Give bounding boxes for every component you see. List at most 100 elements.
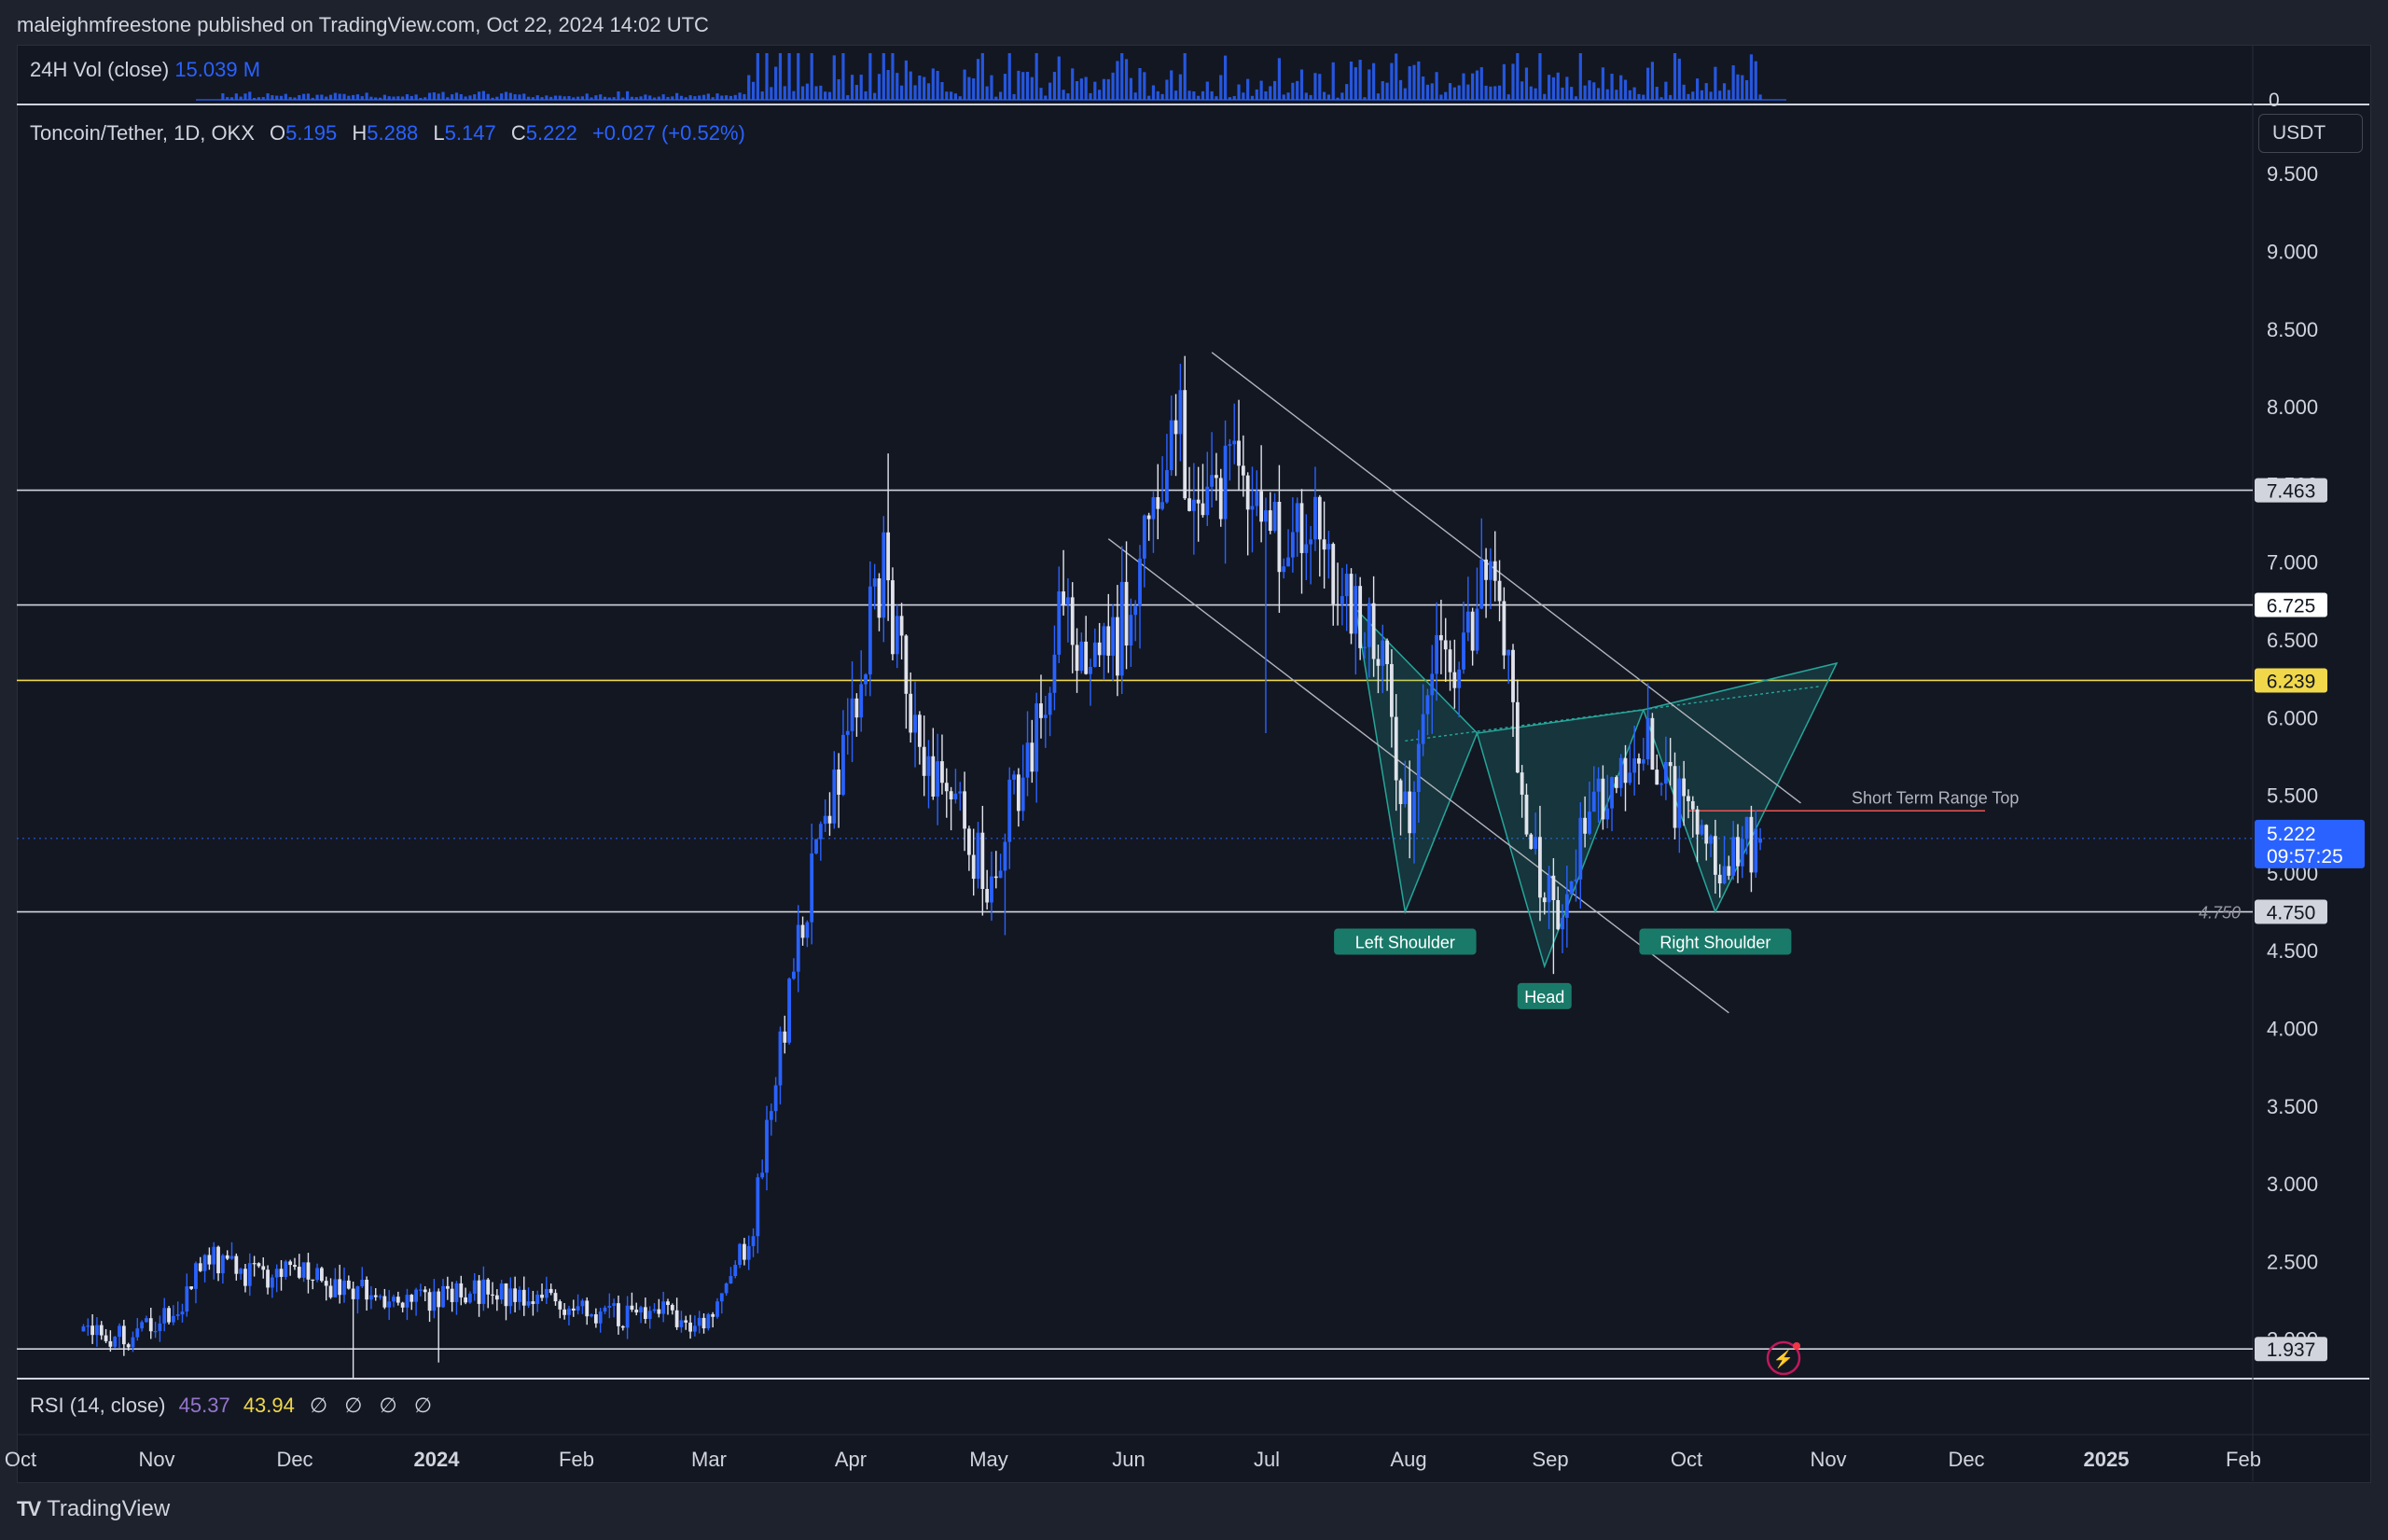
volume-bar xyxy=(562,96,566,100)
candle-body xyxy=(899,616,904,636)
candle-body xyxy=(1465,611,1470,633)
volume-bar xyxy=(1187,90,1191,100)
volume-bar xyxy=(1565,76,1569,100)
candle-body xyxy=(306,1262,311,1280)
candle-body xyxy=(1309,539,1313,545)
chart-panel[interactable] xyxy=(17,45,2371,1483)
volume-bar xyxy=(868,53,872,100)
volume-bar xyxy=(661,94,665,100)
candle-body xyxy=(1187,498,1191,511)
volume-bar xyxy=(1259,80,1263,100)
candle-body xyxy=(1632,757,1637,773)
candle-body xyxy=(499,1283,504,1300)
volume-bar xyxy=(1062,90,1065,100)
volume-bar xyxy=(423,97,427,100)
candle-body xyxy=(1340,596,1344,605)
candle-body xyxy=(593,1314,598,1324)
volume-bar xyxy=(594,95,598,100)
candle-body xyxy=(913,715,917,733)
candle-body xyxy=(1506,649,1511,656)
candle-body xyxy=(167,1308,171,1323)
candle-body xyxy=(1030,742,1034,772)
candle-body xyxy=(1016,774,1020,812)
volume-bar xyxy=(526,96,531,100)
candle-body xyxy=(647,1311,652,1319)
candle-body xyxy=(661,1301,666,1314)
candle-body xyxy=(630,1305,634,1311)
candle-body xyxy=(963,791,966,829)
level-line-label: 4.750 xyxy=(2199,904,2241,923)
volume-bar xyxy=(1462,73,1465,100)
volume-bar xyxy=(257,97,261,100)
volume-bar xyxy=(1574,96,1578,100)
candle-body xyxy=(95,1325,99,1336)
candle-body xyxy=(1299,503,1304,553)
volume-bar xyxy=(859,75,863,100)
rsi-ma-value: 43.94 xyxy=(243,1394,295,1417)
volume-bar xyxy=(441,91,445,100)
candle-body xyxy=(701,1317,706,1329)
symbol-legend[interactable]: Toncoin/Tether, 1D, OKX O5.195 H5.288 L5… xyxy=(30,121,745,146)
volume-bar xyxy=(1057,56,1061,100)
candle-body xyxy=(1106,626,1111,656)
candle-body xyxy=(558,1301,562,1310)
candle-body xyxy=(437,1291,441,1308)
volume-bar xyxy=(1102,78,1106,100)
candle-body xyxy=(800,924,805,938)
candle-body xyxy=(814,839,818,853)
tradingview-logo-icon: TV xyxy=(17,1497,41,1520)
candle-body xyxy=(746,1245,751,1260)
volume-bar xyxy=(877,74,882,100)
candle-body xyxy=(765,1119,769,1173)
volume-bar xyxy=(266,93,270,100)
candle-body xyxy=(909,693,913,733)
candle-body xyxy=(783,1031,787,1043)
volume-bar xyxy=(1192,91,1196,100)
candle-body xyxy=(257,1263,261,1267)
candle-body xyxy=(1052,654,1057,693)
volume-bar xyxy=(1385,82,1389,100)
volume-bar xyxy=(414,94,418,100)
volume-bar xyxy=(1272,80,1277,100)
volume-bar xyxy=(239,96,243,100)
volume-bar xyxy=(1502,63,1506,100)
volume-bar xyxy=(850,75,854,100)
candle-body xyxy=(1448,649,1452,673)
volume-bar xyxy=(1007,53,1011,100)
volume-legend-value: 15.039 M xyxy=(174,58,261,81)
candle-body xyxy=(175,1314,180,1316)
candle-body xyxy=(1272,501,1277,532)
symbol-title[interactable]: Toncoin/Tether, 1D, OKX xyxy=(30,121,255,145)
volume-bar xyxy=(891,53,895,100)
volume-bar xyxy=(1197,95,1201,100)
candle-body xyxy=(427,1292,432,1311)
volume-bar xyxy=(1538,53,1542,100)
candle-body xyxy=(121,1325,126,1345)
candle-body xyxy=(1425,695,1430,715)
price-tick-label: 6.500 xyxy=(2267,629,2318,652)
tradingview-logo[interactable]: TV TradingView xyxy=(17,1496,170,1522)
candle-body xyxy=(1583,817,1588,834)
volume-bar xyxy=(733,94,737,100)
volume-bar xyxy=(1066,93,1070,100)
volume-bar xyxy=(666,96,670,100)
candle-body xyxy=(1326,544,1331,550)
candle-body xyxy=(917,715,922,747)
volume-bar xyxy=(229,97,234,100)
candle-body xyxy=(1475,608,1479,651)
candle-body xyxy=(1133,605,1138,616)
volume-bar xyxy=(1448,83,1452,100)
currency-button[interactable]: USDT xyxy=(2258,114,2363,153)
candle-body xyxy=(1492,561,1497,581)
volume-bar xyxy=(1412,64,1416,100)
candle-body xyxy=(612,1303,617,1307)
volume-bar xyxy=(1435,72,1438,100)
volume-bar xyxy=(311,97,314,100)
volume-bar xyxy=(1349,62,1354,100)
candle-body xyxy=(1089,666,1092,674)
candle-body xyxy=(472,1280,477,1294)
volume-bar xyxy=(846,95,850,100)
candle-body xyxy=(1057,591,1062,655)
candle-body xyxy=(859,684,864,718)
